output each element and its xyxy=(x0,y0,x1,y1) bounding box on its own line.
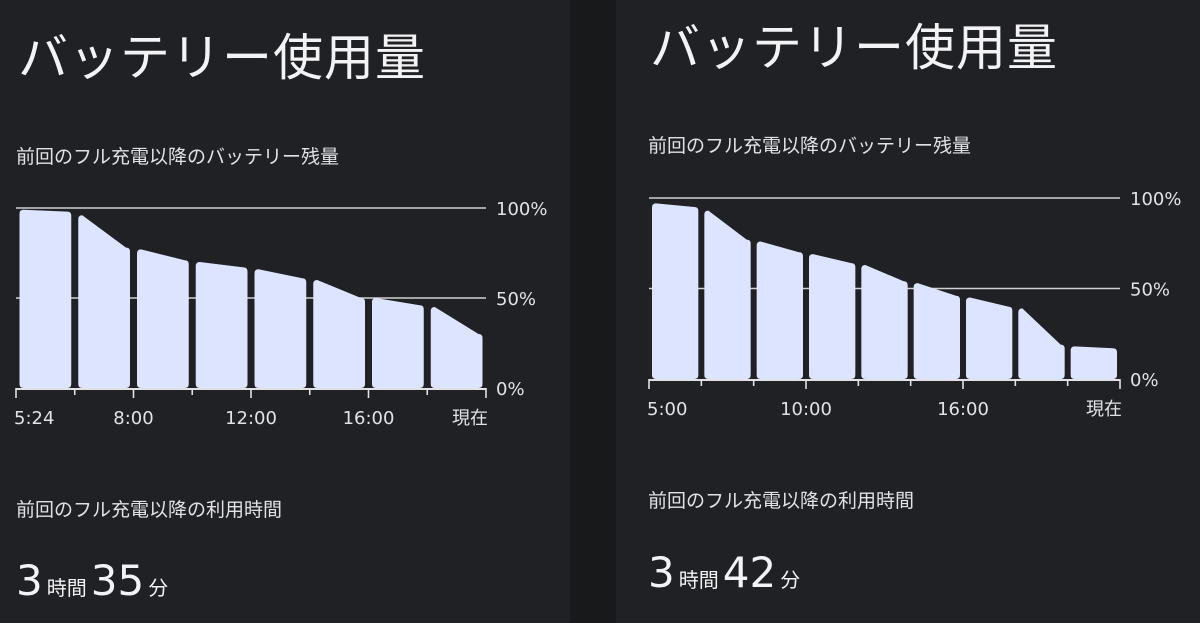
y-tick-label: 0% xyxy=(496,379,525,400)
battery-level-bar xyxy=(652,203,699,379)
usage-minutes: 35 xyxy=(90,556,145,605)
battery-level-bar xyxy=(195,262,248,388)
page-title: バッテリー使用量 xyxy=(650,19,1058,77)
x-tick-label: 5:00 xyxy=(647,399,687,420)
battery-level-bar xyxy=(704,210,751,379)
battery-level-chart-label: 前回のフル充電以降のバッテリー残量 xyxy=(16,146,340,168)
battery-level-bar xyxy=(756,241,803,379)
usage-hours-unit: 時間 xyxy=(46,576,87,600)
battery-level-bar xyxy=(1018,308,1065,379)
battery-level-bar xyxy=(137,249,189,388)
usage-hours: 3 xyxy=(16,556,43,605)
usage-time-value: 3 時間42 分 xyxy=(648,548,804,597)
usage-time-label: 前回のフル充電以降の利用時間 xyxy=(16,499,283,521)
y-tick-label: 50% xyxy=(496,289,536,310)
battery-level-chart: 100% 50% 0% 5:00 10:00 16:00 現在 xyxy=(647,189,1181,420)
x-tick-label: 現在 xyxy=(1086,399,1122,420)
usage-minutes: 42 xyxy=(722,548,777,597)
battery-level-bar xyxy=(254,269,307,388)
x-tick-label: 12:00 xyxy=(225,408,277,429)
battery-level-bar xyxy=(430,307,483,388)
usage-hours-unit: 時間 xyxy=(678,568,719,592)
battery-level-chart: 100% 50% 0% 5:24 8:00 12:00 16:00 現在 xyxy=(14,199,547,429)
battery-usage-screen-left: バッテリー使用量 前回のフル充電以降のバッテリー残量 100% 50% 0% 5:24… xyxy=(0,0,570,623)
x-tick-label: 8:00 xyxy=(113,408,153,429)
usage-time-label: 前回のフル充電以降の利用時間 xyxy=(648,490,915,512)
y-tick-label: 50% xyxy=(1130,280,1170,301)
battery-level-chart-label: 前回のフル充電以降のバッテリー残量 xyxy=(648,135,972,157)
battery-level-bar xyxy=(1070,346,1117,379)
x-tick-label: 5:24 xyxy=(14,408,54,429)
y-tick-label: 100% xyxy=(496,199,547,220)
battery-level-bar xyxy=(19,209,72,388)
battery-level-bar xyxy=(78,215,130,388)
x-tick-label: 10:00 xyxy=(780,399,832,420)
battery-level-bar xyxy=(372,298,424,388)
battery-level-bar xyxy=(966,297,1013,379)
x-tick-label: 現在 xyxy=(452,408,488,429)
battery-level-bar xyxy=(313,280,365,388)
page-title: バッテリー使用量 xyxy=(18,29,426,87)
battery-level-bar xyxy=(809,254,856,379)
y-tick-label: 0% xyxy=(1130,370,1159,391)
usage-minutes-unit: 分 xyxy=(780,568,801,592)
battery-level-bar xyxy=(913,283,960,379)
y-tick-label: 100% xyxy=(1130,189,1181,210)
usage-hours: 3 xyxy=(648,548,675,597)
panel-divider xyxy=(570,0,616,623)
battery-level-bar xyxy=(861,264,908,379)
x-tick-label: 16:00 xyxy=(343,408,395,429)
x-tick-label: 16:00 xyxy=(937,399,989,420)
usage-minutes-unit: 分 xyxy=(148,576,169,600)
battery-usage-screen-right: バッテリー使用量 前回のフル充電以降のバッテリー残量 100% 50% 0% 5:00… xyxy=(616,0,1200,623)
usage-time-value: 3 時間35 分 xyxy=(16,556,172,605)
